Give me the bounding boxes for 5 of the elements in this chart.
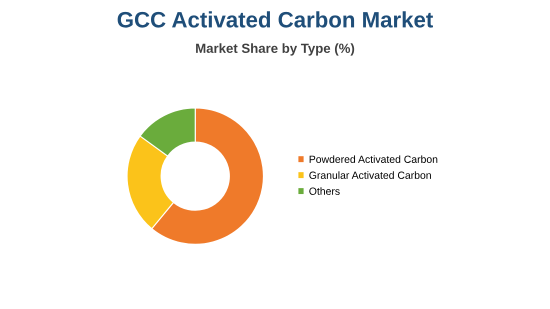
legend-label: Others	[309, 187, 340, 195]
chart-title: GCC Activated Carbon Market	[118, 11, 433, 28]
legend-label: Granular Activated Carbon	[309, 171, 431, 179]
legend-label: Powdered Activated Carbon	[310, 155, 438, 163]
chart-subtitle: Market Share by Type (%)	[196, 43, 354, 56]
